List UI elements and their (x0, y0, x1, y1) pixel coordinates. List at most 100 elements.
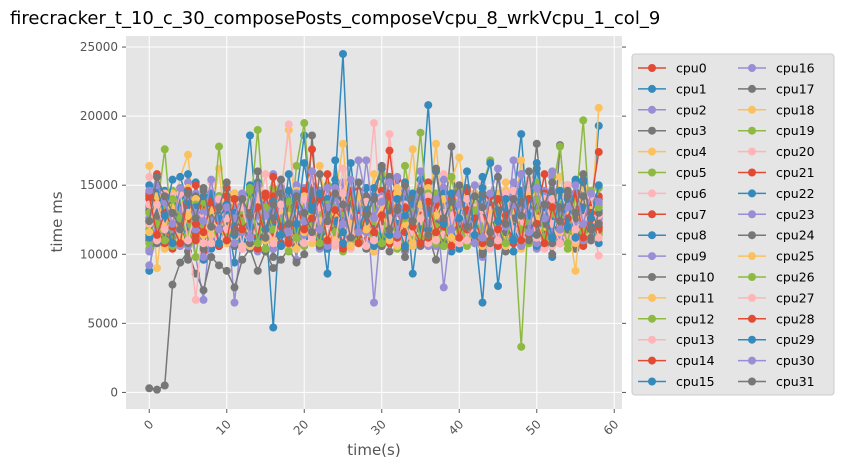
data-point (424, 239, 433, 248)
data-point (455, 233, 464, 242)
data-point (540, 170, 549, 179)
data-point (269, 244, 278, 253)
data-point (517, 211, 526, 220)
data-point (184, 170, 192, 179)
data-point (587, 233, 595, 242)
data-point (532, 230, 541, 239)
legend-entry-cpu30: cpu30 (738, 353, 815, 368)
data-point (284, 219, 293, 228)
data-point (199, 228, 208, 237)
y-tick-label: 5000 (87, 316, 118, 330)
data-point (199, 253, 208, 262)
legend-label: cpu24 (776, 228, 815, 243)
series-layer (145, 49, 603, 394)
data-point (277, 200, 285, 209)
data-point (385, 236, 394, 245)
legend-entry-cpu21: cpu21 (738, 165, 815, 180)
legend-swatch-marker (748, 126, 756, 135)
data-point (393, 189, 402, 198)
data-point (176, 258, 185, 267)
data-point (339, 139, 347, 148)
data-point (246, 233, 254, 242)
legend-label: cpu4 (676, 144, 707, 159)
data-point (339, 219, 347, 228)
legend-entry-cpu24: cpu24 (738, 228, 815, 243)
data-point (470, 206, 479, 215)
legend-label: cpu26 (776, 270, 815, 285)
data-point (571, 214, 580, 223)
data-point (176, 172, 185, 181)
data-point (284, 170, 293, 179)
data-point (540, 214, 549, 223)
legend-entry-cpu26: cpu26 (738, 270, 815, 285)
data-point (563, 203, 572, 212)
legend-label: cpu15 (676, 374, 715, 389)
data-point (594, 148, 603, 157)
legend-label: cpu22 (776, 186, 815, 201)
data-point (362, 225, 371, 234)
y-axis-label: time ms (48, 191, 66, 252)
legend-entry-cpu5: cpu5 (638, 165, 707, 180)
legend-entry-cpu0: cpu0 (638, 61, 707, 76)
data-point (331, 189, 340, 198)
data-point (463, 222, 471, 231)
data-point (284, 239, 293, 248)
data-point (339, 189, 347, 198)
legend-swatch-marker (648, 335, 656, 344)
data-point (238, 255, 247, 264)
data-point (191, 253, 200, 262)
data-point (261, 233, 270, 242)
data-point (501, 189, 510, 198)
legend-label: cpu12 (676, 311, 715, 326)
data-point (230, 239, 239, 248)
legend-swatch-marker (748, 293, 756, 302)
data-point (323, 183, 332, 192)
legend-entry-cpu17: cpu17 (738, 81, 815, 96)
legend-label: cpu7 (676, 207, 707, 222)
legend-label: cpu20 (776, 144, 815, 159)
data-point (447, 189, 456, 198)
data-point (145, 186, 154, 195)
data-point (261, 244, 270, 253)
data-point (478, 172, 487, 181)
legend-label: cpu0 (676, 61, 707, 76)
data-point (168, 175, 177, 184)
data-point (494, 164, 502, 173)
y-tick-label: 20000 (80, 109, 118, 123)
data-point (517, 241, 526, 250)
data-point (525, 167, 533, 176)
data-point (145, 217, 154, 226)
data-point (501, 239, 510, 248)
legend-swatch-marker (648, 273, 656, 281)
data-point (168, 219, 177, 228)
legend-entry-cpu15: cpu15 (638, 374, 715, 389)
data-point (548, 195, 557, 204)
data-point (362, 241, 371, 250)
data-point (292, 219, 301, 228)
data-point (222, 178, 231, 187)
data-point (478, 239, 487, 248)
data-point (548, 239, 557, 248)
legend-label: cpu27 (776, 290, 815, 305)
data-point (517, 342, 526, 351)
legend-label: cpu2 (676, 102, 707, 117)
data-point (153, 385, 161, 394)
data-point (292, 233, 301, 242)
legend-swatch-marker (748, 84, 756, 93)
data-point (253, 239, 262, 248)
data-point (269, 253, 278, 262)
data-point (292, 181, 301, 190)
data-point (238, 189, 247, 198)
data-point (362, 192, 371, 201)
data-point (571, 181, 580, 190)
legend-swatch-marker (748, 147, 756, 156)
data-point (184, 178, 192, 187)
data-point (594, 181, 603, 190)
data-point (393, 239, 402, 248)
data-point (432, 228, 440, 237)
data-point (253, 167, 262, 176)
data-point (432, 255, 440, 264)
legend-entry-cpu12: cpu12 (638, 311, 715, 326)
legend-swatch-marker (648, 189, 656, 198)
legend-swatch-marker (648, 293, 656, 302)
